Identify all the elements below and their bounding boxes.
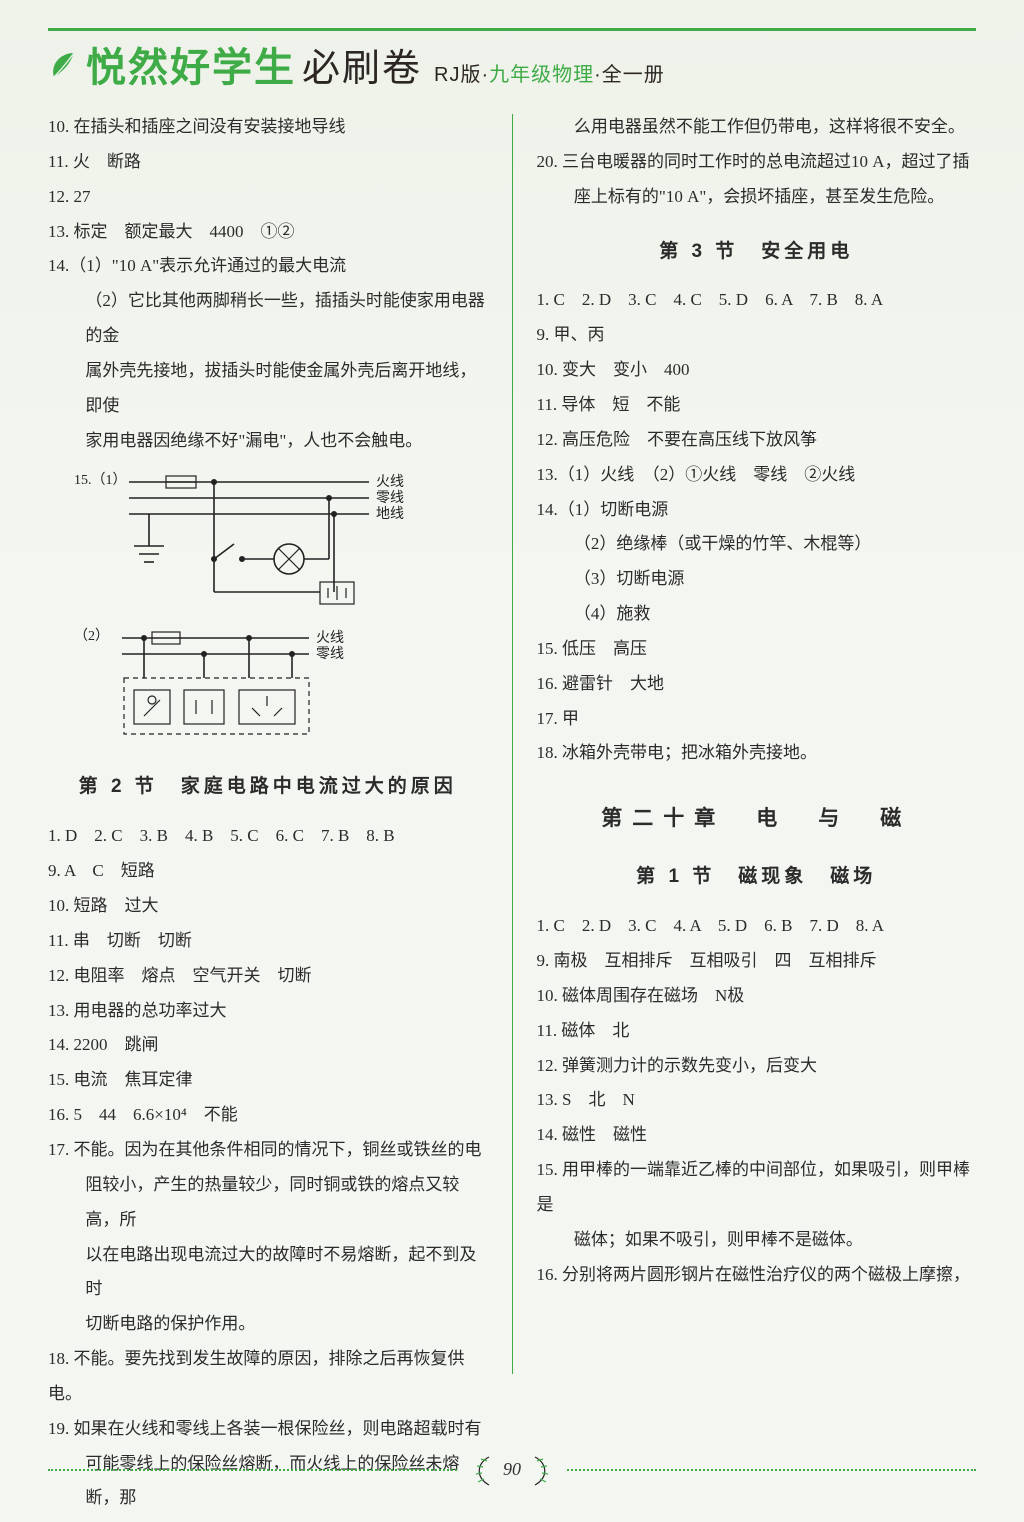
circuit-diagram-1: 15.（1） 火线 零线 地线 bbox=[74, 464, 488, 614]
answer-line: 11. 导体 短 不能 bbox=[537, 388, 977, 423]
answer-line: 14.（1）切断电源 bbox=[537, 493, 977, 528]
answer-line: （2）绝缘棒（或干燥的竹竿、木棍等） bbox=[537, 527, 977, 562]
answer-line: 11. 火 断路 bbox=[48, 145, 488, 180]
answer-line: 13. 标定 额定最大 4400 ①② bbox=[48, 215, 488, 250]
answer-line: 15. 用甲棒的一端靠近乙棒的中间部位，如果吸引，则甲棒是 bbox=[537, 1153, 977, 1223]
answer-line: 16. 分别将两片圆形钢片在磁性治疗仪的两个磁极上摩擦， bbox=[537, 1258, 977, 1293]
answer-line: 12. 电阻率 熔点 空气开关 切断 bbox=[48, 959, 488, 994]
answer-line: 磁体；如果不吸引，则甲棒不是磁体。 bbox=[537, 1223, 977, 1258]
section-3-title: 第 3 节 安全用电 bbox=[537, 233, 977, 272]
wire-label: 地线 bbox=[376, 506, 404, 522]
answer-line: 17. 不能。因为在其他条件相同的情况下，铜丝或铁丝的电 bbox=[48, 1133, 488, 1168]
answer-line: 座上标有的"10 A"，会损坏插座，甚至发生危险。 bbox=[537, 180, 977, 215]
wire-label: 火线 bbox=[316, 630, 344, 646]
answer-line: 1. D 2. C 3. B 4. B 5. C 6. C 7. B 8. B bbox=[48, 819, 488, 854]
page-number: 90 bbox=[459, 1459, 565, 1480]
page-footer: 90 bbox=[0, 1451, 1024, 1494]
answer-line: 1. C 2. D 3. C 4. A 5. D 6. B 7. D 8. A bbox=[537, 909, 977, 944]
answer-line: 14. 2200 跳闸 bbox=[48, 1028, 488, 1063]
brand-tail-green: 九年级物理 bbox=[489, 64, 594, 86]
answer-line: 13.（1）火线 （2）①火线 零线 ②火线 bbox=[537, 458, 977, 493]
answer-line: 12. 高压危险 不要在高压线下放风筝 bbox=[537, 423, 977, 458]
answer-line: 14. 磁性 磁性 bbox=[537, 1118, 977, 1153]
brand-row: 悦然好学生 必刷卷 RJ版·九年级物理·全一册 bbox=[48, 37, 976, 92]
circuit-diagram-2: （2） 火线 零线 bbox=[74, 620, 488, 750]
answer-line: 12. 27 bbox=[48, 180, 488, 215]
answer-line: 切断电路的保护作用。 bbox=[48, 1307, 488, 1342]
diagram2-label: （2） bbox=[74, 628, 109, 644]
answer-line: 9. 南极 互相排斥 互相吸引 四 互相排斥 bbox=[537, 944, 977, 979]
right-column: 么用电器虽然不能工作但仍带电，这样将很不安全。 20. 三台电暖器的同时工作时的… bbox=[537, 110, 977, 1516]
answer-line: （4）施救 bbox=[537, 597, 977, 632]
left-column: 10. 在插头和插座之间没有安装接地导线 11. 火 断路 12. 27 13.… bbox=[48, 110, 488, 1516]
answer-line: 15. 低压 高压 bbox=[537, 632, 977, 667]
section-2-title: 第 2 节 家庭电路中电流过大的原因 bbox=[48, 768, 488, 807]
answer-line: 16. 5 44 6.6×10⁴ 不能 bbox=[48, 1098, 488, 1133]
answer-line: 11. 磁体 北 bbox=[537, 1014, 977, 1049]
wire-label: 火线 bbox=[376, 474, 404, 490]
answer-line: 18. 冰箱外壳带电；把冰箱外壳接地。 bbox=[537, 736, 977, 771]
chapter-20-title: 第二十章 电 与 磁 bbox=[537, 797, 977, 840]
answer-line: 9. 甲、丙 bbox=[537, 318, 977, 353]
answer-line: 以在电路出现电流过大的故障时不易熔断，起不到及时 bbox=[48, 1238, 488, 1308]
answer-line: 1. C 2. D 3. C 4. C 5. D 6. A 7. B 8. A bbox=[537, 283, 977, 318]
answer-line: 属外壳先接地，拔插头时能使金属外壳后离开地线，即使 bbox=[48, 354, 488, 424]
wire-label: 零线 bbox=[376, 490, 404, 506]
laurel-ornament: 90 bbox=[459, 1453, 565, 1494]
content-columns: 10. 在插头和插座之间没有安装接地导线 11. 火 断路 12. 27 13.… bbox=[0, 100, 1024, 1516]
answer-line: 12. 弹簧测力计的示数先变小，后变大 bbox=[537, 1049, 977, 1084]
page-header: 悦然好学生 必刷卷 RJ版·九年级物理·全一册 bbox=[0, 0, 1024, 100]
answer-line: 10. 短路 过大 bbox=[48, 889, 488, 924]
header-rule bbox=[48, 28, 976, 31]
answer-line: （2）它比其他两脚稍长一些，插插头时能使家用电器的金 bbox=[48, 284, 488, 354]
brand-tail-post: ·全一册 bbox=[594, 64, 665, 86]
answer-line: 10. 变大 变小 400 bbox=[537, 353, 977, 388]
column-divider bbox=[512, 114, 513, 1374]
answer-line: 16. 避雷针 大地 bbox=[537, 667, 977, 702]
answer-line: 么用电器虽然不能工作但仍带电，这样将很不安全。 bbox=[537, 110, 977, 145]
leaf-icon bbox=[48, 47, 82, 88]
answer-line: 17. 甲 bbox=[537, 702, 977, 737]
answer-line: 20. 三台电暖器的同时工作时的总电流超过10 A，超过了插 bbox=[537, 145, 977, 180]
brand-tail: RJ版·九年级物理·全一册 bbox=[434, 58, 665, 87]
answer-line: 10. 在插头和插座之间没有安装接地导线 bbox=[48, 110, 488, 145]
answer-line: 阻较小，产生的热量较少，同时铜或铁的熔点又较高，所 bbox=[48, 1168, 488, 1238]
answer-line: 11. 串 切断 切断 bbox=[48, 924, 488, 959]
answer-line: 10. 磁体周围存在磁场 N极 bbox=[537, 979, 977, 1014]
answer-line: 14.（1）"10 A"表示允许通过的最大电流 bbox=[48, 249, 488, 284]
ch20-sec1-title: 第 1 节 磁现象 磁场 bbox=[537, 858, 977, 897]
answer-line: 19. 如果在火线和零线上各装一根保险丝，则电路超载时有 bbox=[48, 1412, 488, 1447]
brand-script-text: 必刷卷 bbox=[302, 37, 422, 92]
answer-line: 9. A C 短路 bbox=[48, 854, 488, 889]
brand-logo: 悦然好学生 bbox=[48, 47, 296, 88]
brand-main-text: 悦然好学生 bbox=[86, 48, 296, 88]
answer-line: 家用电器因绝缘不好"漏电"，人也不会触电。 bbox=[48, 424, 488, 459]
answer-line: 18. 不能。要先找到发生故障的原因，排除之后再恢复供电。 bbox=[48, 1342, 488, 1412]
answer-line: 15. 电流 焦耳定律 bbox=[48, 1063, 488, 1098]
answer-line: （3）切断电源 bbox=[537, 562, 977, 597]
wire-label: 零线 bbox=[316, 646, 344, 662]
answer-line: 13. 用电器的总功率过大 bbox=[48, 994, 488, 1029]
answer-line: 13. S 北 N bbox=[537, 1083, 977, 1118]
brand-tail-pre: RJ版· bbox=[434, 64, 489, 86]
diagram1-label: 15.（1） bbox=[74, 472, 127, 488]
